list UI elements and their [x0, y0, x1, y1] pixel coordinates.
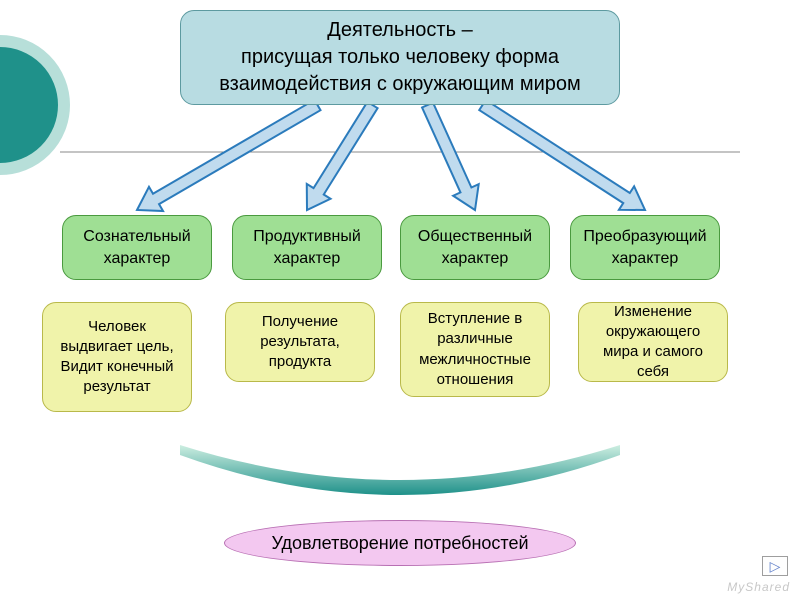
- arrow-connector: [479, 100, 645, 210]
- decor-circle: [0, 35, 70, 175]
- characteristic-box: Преобразующийхарактер: [570, 215, 720, 280]
- result-text: Удовлетворение потребностей: [271, 533, 528, 554]
- characteristic-label: Общественныйхарактер: [418, 226, 532, 269]
- characteristic-description: Вступление в различные межличностные отн…: [400, 302, 550, 397]
- characteristic-description: Получение результата, продукта: [225, 302, 375, 382]
- play-icon: ▷: [770, 558, 781, 575]
- watermark-text: MyShared: [727, 580, 790, 594]
- arrow-connector: [307, 102, 378, 210]
- characteristic-description-text: Вступление в различные межличностные отн…: [413, 309, 537, 390]
- characteristic-label: Преобразующийхарактер: [583, 226, 706, 269]
- characteristic-label: Сознательныйхарактер: [83, 226, 190, 269]
- next-slide-button[interactable]: ▷: [762, 556, 788, 576]
- characteristic-description: Человек выдвигает цель,Видит конечный ре…: [42, 302, 192, 412]
- main-definition-box: Деятельность –присущая только человеку ф…: [180, 10, 620, 105]
- characteristic-box: Сознательныйхарактер: [62, 215, 212, 280]
- characteristic-box: Общественныйхарактер: [400, 215, 550, 280]
- characteristic-description-text: Изменение окружающего мира и самого себя: [591, 302, 715, 383]
- characteristic-label: Продуктивныйхарактер: [253, 226, 361, 269]
- characteristic-box: Продуктивныйхарактер: [232, 215, 382, 280]
- arrow-connector: [137, 100, 321, 211]
- main-definition-text: Деятельность –присущая только человеку ф…: [219, 17, 581, 98]
- result-ellipse: Удовлетворение потребностей: [224, 520, 576, 566]
- funnel-shape: [180, 445, 620, 495]
- characteristic-description-text: Получение результата, продукта: [238, 312, 362, 373]
- arrow-connector: [422, 103, 479, 210]
- characteristic-description: Изменение окружающего мира и самого себя: [578, 302, 728, 382]
- characteristic-description-text: Человек выдвигает цель,Видит конечный ре…: [55, 317, 179, 398]
